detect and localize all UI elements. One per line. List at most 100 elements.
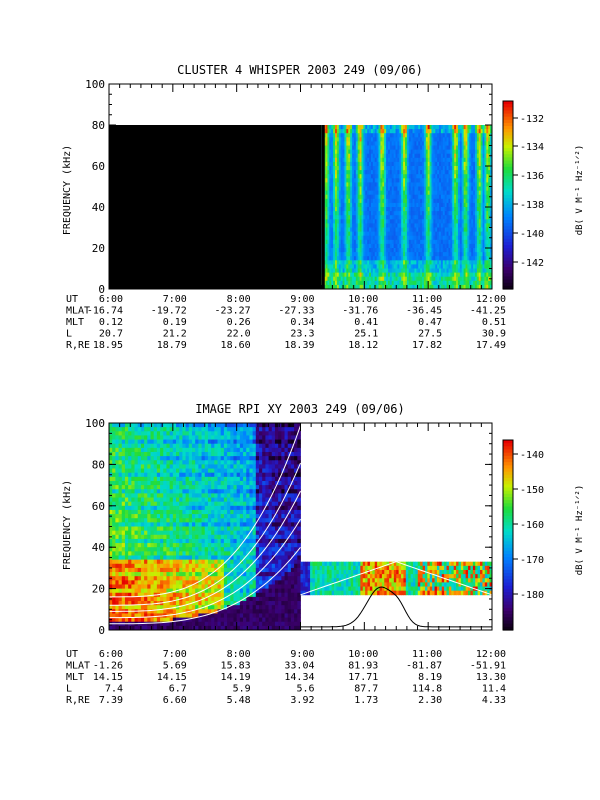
- spectrogram-cell: [490, 182, 493, 187]
- spectrogram-cell: [431, 149, 434, 155]
- spectrogram-cell: [147, 468, 151, 474]
- spectrogram-cell: [153, 613, 158, 618]
- spectrogram-cell: [367, 276, 370, 282]
- spectrogram-cell: [160, 518, 164, 523]
- spectrogram-cell: [140, 551, 145, 556]
- spectrogram-cell: [329, 223, 332, 228]
- spectrogram-cell: [374, 252, 378, 257]
- spectrogram-cell: [367, 137, 370, 142]
- spectrogram-cell: [471, 137, 474, 142]
- spectrogram-cell: [386, 145, 389, 150]
- spectrogram-cell: [450, 272, 453, 278]
- spectrogram-cell: [128, 613, 132, 618]
- spectrogram-cell: [327, 129, 330, 134]
- spectrogram-cell: [420, 207, 423, 212]
- spectrogram-cell: [128, 530, 132, 536]
- spectrogram-cell: [137, 567, 142, 573]
- spectrogram-cell: [350, 215, 353, 220]
- spectrogram-cell: [418, 186, 421, 191]
- spectrogram-cell: [387, 194, 391, 200]
- spectrogram-cell: [361, 276, 364, 282]
- spectrogram-cell: [118, 543, 123, 548]
- spectrogram-cell: [163, 584, 167, 589]
- spectrogram-cell: [450, 190, 453, 196]
- spectrogram-cell: [393, 198, 396, 204]
- spectrogram-cell: [355, 166, 359, 171]
- spectrogram-cell: [480, 231, 483, 237]
- spectrogram-cell: [121, 439, 126, 445]
- spectrogram-cell: [365, 268, 368, 273]
- spectrogram-cell: [163, 572, 167, 577]
- spectrogram-cell: [153, 547, 158, 552]
- spectrogram-cell: [374, 235, 378, 241]
- spectrogram-cell: [327, 231, 330, 237]
- spectrogram-cell: [153, 423, 158, 428]
- spectrogram-cell: [435, 256, 438, 261]
- spectrogram-cell: [172, 601, 177, 606]
- spectrogram-cell: [163, 621, 167, 627]
- spectrogram-cell: [486, 256, 489, 261]
- spectrogram-cell: [401, 141, 404, 146]
- spectrogram-cell: [469, 153, 472, 159]
- spectrogram-cell: [403, 198, 406, 204]
- spectrogram-cell: [350, 166, 353, 171]
- colorbar-segment: [503, 166, 513, 171]
- spectrogram-cell: [488, 207, 491, 212]
- spectrogram-cell: [452, 211, 455, 216]
- spectrogram-cell: [384, 243, 387, 249]
- spectrogram-cell: [439, 280, 442, 286]
- spectrogram-cell: [176, 439, 180, 445]
- spectrogram-cell: [121, 588, 126, 594]
- spectrogram-cell: [374, 243, 378, 249]
- spectrogram-cell: [478, 207, 482, 212]
- spectrogram-cell: [403, 227, 406, 232]
- spectrogram-cell: [124, 572, 129, 577]
- spectrogram-cell: [128, 543, 132, 548]
- spectrogram-cell: [435, 268, 438, 273]
- spectrogram-cell: [389, 186, 393, 191]
- spectrogram-cell: [128, 547, 132, 552]
- spectrogram-cell: [131, 468, 135, 474]
- spectrogram-cell: [331, 227, 334, 232]
- spectrogram-cell: [134, 514, 139, 519]
- spectrogram-cell: [397, 268, 400, 273]
- spectrogram-cell: [156, 555, 161, 561]
- spectrogram-cell: [457, 215, 461, 220]
- spectrogram-cell: [376, 211, 379, 216]
- spectrogram-cell: [144, 464, 148, 469]
- spectrogram-cell: [465, 194, 468, 200]
- spectrogram-cell: [357, 129, 361, 134]
- spectrogram-cell: [131, 543, 135, 548]
- spectrogram-cell: [457, 153, 461, 159]
- spectrogram-cell: [437, 178, 440, 183]
- spectrogram-cell: [353, 133, 357, 138]
- spectrogram-cell: [144, 559, 148, 565]
- spectrogram-cell: [478, 178, 482, 183]
- spectrogram-cell: [335, 190, 338, 196]
- spectrogram-cell: [439, 219, 442, 224]
- spectrogram-cell: [431, 219, 434, 224]
- spectrogram-cell: [386, 198, 389, 204]
- spectrogram-cell: [348, 280, 351, 286]
- spectrogram-cell: [369, 227, 372, 232]
- spectrogram-cell: [350, 137, 353, 142]
- spectrogram-cell: [150, 509, 155, 515]
- spectrogram-cell: [156, 472, 161, 478]
- spectrogram-cell: [153, 489, 158, 494]
- spectrogram-cell: [333, 223, 336, 228]
- spectrogram-cell: [382, 248, 385, 253]
- spectrogram-cell: [124, 476, 129, 482]
- spectrogram-cell: [118, 485, 123, 490]
- spectrogram-cell: [128, 472, 132, 478]
- spectrogram-cell: [465, 268, 468, 273]
- spectrogram-cell: [403, 268, 406, 273]
- spectrogram-cell: [416, 219, 419, 224]
- spectrogram-cell: [440, 182, 444, 187]
- spectrogram-cell: [169, 522, 174, 527]
- spectrogram-cell: [365, 231, 368, 237]
- spectrogram-cell: [480, 125, 483, 130]
- spectrogram-cell: [121, 605, 126, 610]
- spectrogram-cell: [442, 194, 446, 200]
- spectrogram-cell: [471, 170, 474, 175]
- spectrogram-cell: [480, 215, 483, 220]
